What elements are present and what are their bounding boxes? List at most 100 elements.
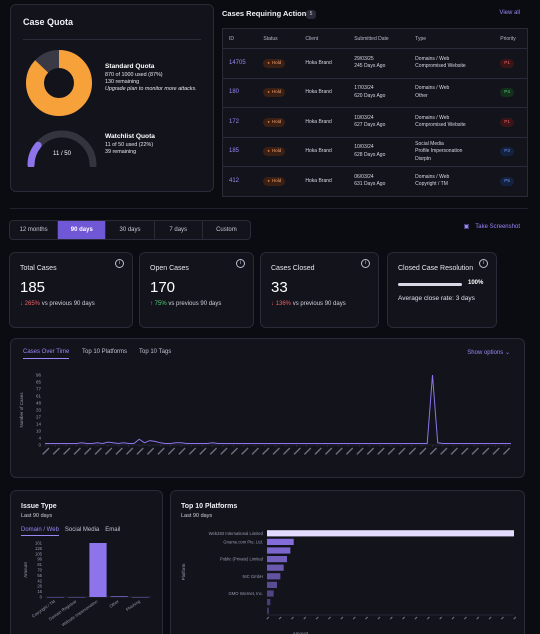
column-header[interactable]: Type xyxy=(409,28,495,49)
column-header[interactable]: Submitted Date xyxy=(348,28,410,49)
take-screenshot-button[interactable]: ▣ Take Screenshot xyxy=(464,223,520,230)
stat-comparison-suffix: vs previous 90 days xyxy=(292,301,346,307)
column-header[interactable]: Client xyxy=(299,28,349,49)
x-tick-label-mark xyxy=(42,447,50,455)
standard-quota-remaining: 130 remaining xyxy=(105,79,140,86)
client-cell: Hoka Brand xyxy=(299,107,349,138)
info-icon[interactable]: i xyxy=(115,259,124,268)
case-id-link[interactable]: 180 xyxy=(222,78,258,108)
x-tick-label-mark xyxy=(335,447,343,455)
stat-delta: 265% xyxy=(24,301,41,307)
standard-quota-title: Standard Quota xyxy=(105,63,155,70)
x-tick-label-mark xyxy=(272,447,280,455)
chart-tab[interactable]: Top 10 Platforms xyxy=(82,349,128,355)
days-ago: 627 Days Ago xyxy=(354,122,386,129)
info-icon[interactable]: i xyxy=(236,259,245,268)
column-header[interactable]: Priority xyxy=(494,28,528,49)
info-icon[interactable]: i xyxy=(479,259,488,268)
standard-quota-donut xyxy=(26,50,92,116)
stat-comparison-suffix: vs previous 90 days xyxy=(41,301,95,307)
standard-quota-used: 870 of 1000 used (87%) xyxy=(105,71,163,78)
y-tick-label: 126 xyxy=(35,546,43,551)
resolution-progress-track xyxy=(398,283,462,286)
range-option[interactable]: 30 days xyxy=(106,221,155,239)
issue-tab[interactable]: Email xyxy=(105,527,121,533)
x-tick-label-mark xyxy=(283,447,291,455)
y-tick-label: 27 xyxy=(36,415,42,420)
y-tick-label: 96 xyxy=(36,373,42,378)
x-tick-label: Other xyxy=(108,598,120,608)
cases-line xyxy=(45,374,511,445)
x-tick-label-mark xyxy=(492,447,500,455)
stat-card: Total Cases i 185 ↓ 265% vs previous 90 day… xyxy=(9,252,133,328)
range-option[interactable]: 90 days xyxy=(58,221,107,239)
x-tick-label-mark xyxy=(314,447,322,455)
type-category: Domains / Web xyxy=(415,173,450,180)
column-header[interactable]: ID xyxy=(222,28,258,49)
submitted-date: 17/03/24 xyxy=(354,85,374,92)
y-tick-label: 48 xyxy=(36,401,42,406)
platform-bar xyxy=(267,538,294,545)
range-option[interactable]: 12 months xyxy=(10,221,59,239)
status-cell: Hold xyxy=(257,107,300,138)
stat-value: 185 xyxy=(20,279,46,296)
type-subcategory: Compromised Website xyxy=(415,122,466,129)
platform-bar xyxy=(267,590,274,597)
arrow-down-icon: ↓ xyxy=(271,301,276,307)
x-axis-label: Amount xyxy=(293,631,309,634)
y-tick-label: 4 xyxy=(38,436,41,441)
status-cell: Hold xyxy=(257,137,300,167)
chevron-down-icon: ⌄ xyxy=(504,350,510,356)
client-cell: Hoka Brand xyxy=(299,78,349,108)
column-header[interactable]: Status xyxy=(257,28,300,49)
range-option[interactable]: 7 days xyxy=(155,221,203,239)
x-tick-label-mark xyxy=(278,616,282,620)
x-tick-label-mark xyxy=(105,447,113,455)
client-cell: Hoka Brand xyxy=(299,137,349,167)
y-tick-label: 14 xyxy=(36,422,42,427)
x-tick-label-mark xyxy=(115,447,123,455)
days-ago: 245 Days Ago xyxy=(354,63,386,70)
x-tick-label-mark xyxy=(440,447,448,455)
issue-tab[interactable]: Domain / Web xyxy=(21,527,59,536)
stat-comparison: ↓ 265% vs previous 90 days xyxy=(20,301,95,307)
x-tick-label-mark xyxy=(209,447,218,455)
case-id-link[interactable]: 412 xyxy=(222,166,258,197)
info-icon[interactable]: i xyxy=(361,259,370,268)
show-options-label: Show options xyxy=(467,350,504,356)
y-tick-label: 10 xyxy=(36,429,42,434)
show-options-button[interactable]: Show options ⌄ xyxy=(467,349,510,356)
x-tick-label-mark xyxy=(377,616,381,620)
chart-tab[interactable]: Cases Over Time xyxy=(23,349,70,359)
arrow-up-icon: ↑ xyxy=(150,301,155,307)
x-tick-label-mark xyxy=(84,447,92,455)
date-cell: 29/03/25 245 Days Ago xyxy=(348,48,410,79)
y-tick-label: NIC GmbH xyxy=(243,574,263,579)
y-tick-label: Public (Private) Limited xyxy=(220,557,264,562)
priority-cell: P4 xyxy=(494,78,528,108)
x-tick-label-mark xyxy=(356,447,364,455)
x-tick-label-mark xyxy=(146,447,155,455)
range-option[interactable]: Custom xyxy=(216,227,237,233)
top-platforms-panel: Top 10 Platforms Last 90 days Web283 Int… xyxy=(170,490,525,634)
stat-value: 33 xyxy=(271,279,288,296)
chart-tab[interactable]: Top 10 Tags xyxy=(139,349,172,355)
case-id-link[interactable]: 185 xyxy=(222,137,258,167)
type-subcategory: Profile Impersonation xyxy=(415,148,463,154)
issue-tab[interactable]: Social Media xyxy=(64,527,100,533)
issue-subtitle: Last 90 days xyxy=(21,513,53,519)
table-header-row: ID Status Client Submitted Date Type Priority xyxy=(222,28,528,49)
x-tick-label-mark xyxy=(345,447,354,455)
case-id-link[interactable]: 172 xyxy=(222,107,258,138)
x-tick-label-mark xyxy=(73,447,81,455)
view-all-link[interactable]: View all xyxy=(499,10,520,16)
x-tick-label-mark xyxy=(476,616,480,620)
x-tick-label-mark xyxy=(136,447,144,455)
case-id-link[interactable]: 14705 xyxy=(222,48,258,79)
resolution-average: Average close rate: 3 days xyxy=(398,295,475,302)
